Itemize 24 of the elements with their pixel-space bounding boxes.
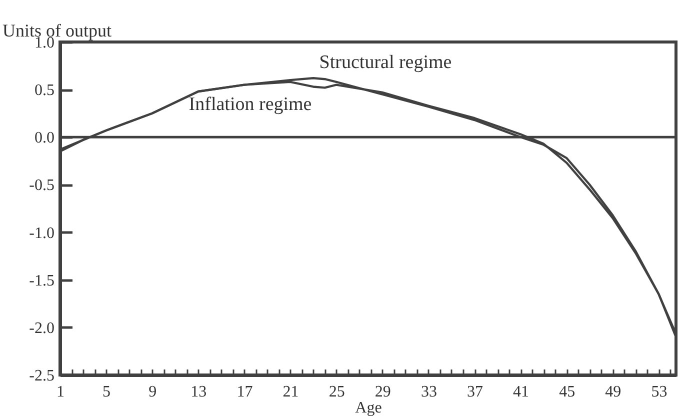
x-tick-label: 41 [513, 384, 530, 400]
y-tick-label: -2.5 [29, 368, 54, 384]
y-tick-label: 0.0 [34, 130, 54, 147]
series-label: Structural regime [319, 52, 452, 74]
y-tick-label: -1.0 [29, 224, 54, 242]
x-tick-label: 29 [374, 384, 391, 400]
x-tick-label: 9 [148, 384, 157, 400]
y-tick-label: -1.5 [29, 272, 54, 290]
x-tick-label: 25 [328, 384, 345, 400]
x-tick-label: 17 [236, 384, 253, 400]
x-tick-label: 45 [559, 384, 576, 400]
series-label: Inflation regime [188, 94, 312, 115]
x-tick-label: 21 [282, 384, 299, 400]
y-tick-label: -0.5 [29, 177, 54, 194]
y-tick-label: -2.0 [29, 320, 54, 337]
x-tick-label: 13 [190, 384, 207, 400]
x-tick-label: 37 [467, 384, 484, 400]
x-tick-label: 49 [605, 384, 622, 400]
x-axis-title: Age [355, 400, 382, 416]
x-tick-label: 33 [420, 384, 437, 400]
x-tick-label: 53 [651, 384, 668, 400]
x-tick-label: 1 [56, 384, 64, 400]
x-tick-label: 5 [102, 384, 111, 400]
y-tick-label: 0.5 [34, 82, 54, 100]
